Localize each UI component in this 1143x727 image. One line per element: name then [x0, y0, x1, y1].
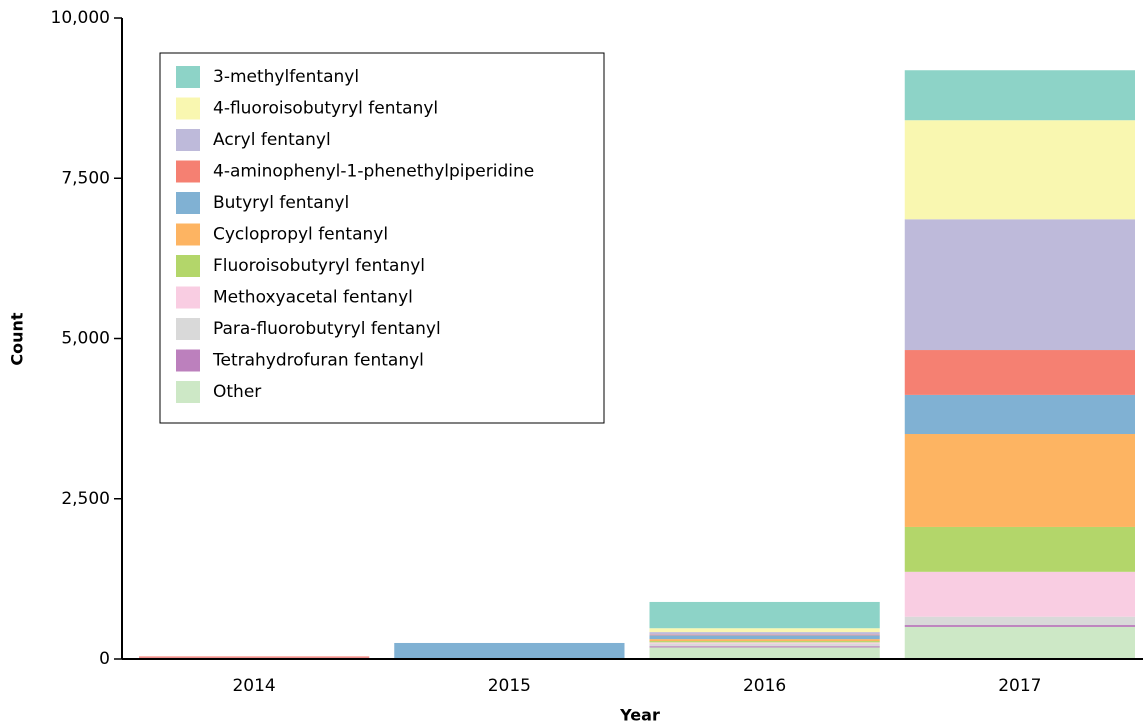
y-axis-label: Count [8, 312, 27, 366]
legend-swatch [176, 381, 200, 403]
y-tick-label: 5,000 [61, 329, 110, 349]
legend-label: Tetrahydrofuran fentanyl [212, 351, 424, 371]
legend-swatch [176, 192, 200, 214]
legend-label: Butyryl fentanyl [213, 193, 349, 213]
legend-label: 4-fluoroisobutyryl fentanyl [213, 99, 438, 119]
y-tick-label: 7,500 [61, 168, 110, 188]
legend-swatch [176, 160, 200, 183]
y-tick-label: 0 [99, 649, 110, 669]
bar-segment [904, 70, 1135, 121]
legend-swatch [176, 318, 200, 340]
bar-segment [904, 626, 1135, 659]
legend-swatch [176, 223, 200, 246]
bar-segment [904, 571, 1135, 617]
bar-segment [904, 120, 1135, 220]
bar-segment [649, 647, 880, 659]
bar-segment [649, 639, 880, 642]
x-tick-label: 2016 [743, 676, 786, 696]
bar-segment [649, 634, 880, 636]
bar-segment [904, 350, 1135, 395]
bar-segment [649, 632, 880, 635]
bar-segment [649, 646, 880, 648]
legend-swatch [176, 97, 200, 120]
bar-segment [904, 616, 1135, 626]
y-tick-label: 2,500 [61, 489, 110, 509]
y-tick-label: 10,000 [51, 8, 110, 28]
bar-segment [904, 219, 1135, 351]
legend-label: Fluoroisobutyryl fentanyl [213, 256, 425, 276]
legend-swatch [176, 286, 200, 309]
bar-segment [904, 625, 1135, 627]
bar-segment [649, 641, 880, 643]
x-tick-label: 2015 [488, 676, 531, 696]
legend-swatch [176, 129, 200, 151]
bar-segment [649, 635, 880, 640]
bar-segment [904, 526, 1135, 572]
bar-segment [139, 656, 370, 658]
bar-segment [649, 601, 880, 629]
legend-swatch [176, 349, 200, 372]
bar-segment [904, 394, 1135, 435]
legend-label: 3-methylfentanyl [213, 67, 359, 87]
bar-segment [394, 642, 625, 659]
legend-swatch [176, 255, 200, 277]
bar-segment [904, 434, 1135, 527]
x-tick-label: 2017 [998, 676, 1041, 696]
legend-label: Acryl fentanyl [213, 130, 331, 150]
legend-label: Other [213, 382, 261, 402]
x-axis-label: Year [619, 706, 660, 725]
x-tick-label: 2014 [232, 676, 275, 696]
legend-label: 4-aminophenyl-1-phenethylpiperidine [213, 162, 534, 182]
legend-label: Para-fluorobutyryl fentanyl [213, 319, 441, 339]
legend-label: Methoxyacetal fentanyl [213, 288, 413, 308]
bar-segment [649, 642, 880, 644]
legend-box [159, 52, 605, 424]
legend-label: Cyclopropyl fentanyl [213, 225, 388, 245]
bar-segment [649, 628, 880, 633]
legend-swatch [176, 66, 200, 88]
bar-segment [649, 643, 880, 647]
